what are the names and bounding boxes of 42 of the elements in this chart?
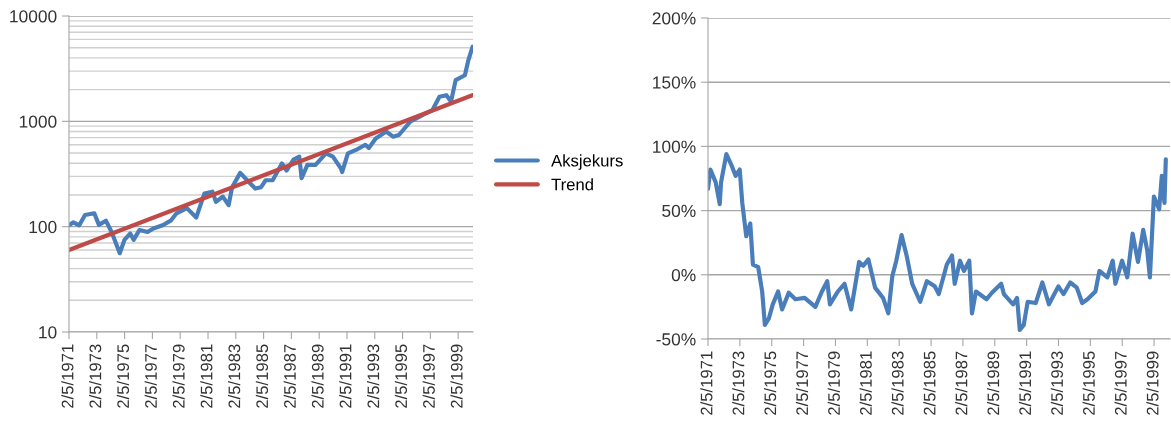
- x-tick-label: 2/5/1991: [339, 344, 352, 408]
- x-tick-label: 2/5/1985: [923, 351, 936, 415]
- y-tick-label: 1000: [19, 115, 57, 128]
- x-tick-label: 2/5/1977: [144, 344, 157, 408]
- x-tick-label: 2/5/1975: [763, 351, 777, 415]
- y-tick-label: 200%: [652, 12, 696, 25]
- x-tick-label: 2/5/1989: [987, 351, 1000, 415]
- y-tick-label: 0%: [671, 268, 696, 282]
- x-tick-label: 2/5/1985: [255, 344, 269, 408]
- x-tick-label: 2/5/1973: [89, 344, 102, 408]
- x-tick-label: 2/5/1971: [700, 351, 713, 415]
- x-tick-label: 2/5/1993: [367, 344, 380, 408]
- x-tick-label: 2/5/1993: [1050, 351, 1063, 415]
- x-tick-label: 2/5/1991: [1018, 351, 1032, 415]
- x-tick-label: 2/5/1983: [228, 344, 241, 408]
- y-tick-label: -50%: [656, 333, 696, 346]
- x-tick-label: 2/5/1999: [1146, 351, 1159, 415]
- x-tick-label: 2/5/1995: [394, 344, 408, 408]
- x-tick-label: 2/5/1997: [422, 344, 435, 408]
- y-tick-label: 10: [39, 326, 57, 339]
- y-tick-label: 100: [29, 220, 57, 234]
- x-tick-label: 2/5/1981: [200, 344, 213, 408]
- x-tick-label: 2/5/1979: [827, 351, 840, 415]
- x-tick-label: 2/5/1973: [732, 351, 745, 415]
- x-tick-label: 2/5/1971: [61, 344, 74, 408]
- x-tick-label: 2/5/1997: [1114, 351, 1127, 415]
- x-tick-label: 2/5/1987: [283, 344, 296, 408]
- x-tick-label: 2/5/1999: [450, 344, 463, 408]
- y-tick-label: 100%: [653, 140, 696, 153]
- legend-label: Trend: [551, 178, 593, 191]
- x-tick-label: 2/5/1983: [891, 351, 904, 415]
- x-tick-label: 2/5/1995: [1082, 351, 1095, 415]
- x-tick-label: 2/5/1975: [116, 344, 130, 408]
- legend-label: Aksjekurs: [551, 154, 623, 170]
- x-tick-label: 2/5/1981: [859, 351, 872, 415]
- y-tick-label: 50%: [662, 204, 696, 218]
- x-tick-label: 2/5/1977: [795, 351, 809, 415]
- x-tick-label: 2/5/1979: [172, 344, 185, 408]
- y-tick-label: 150%: [653, 76, 696, 89]
- x-tick-label: 2/5/1987: [955, 351, 968, 415]
- x-tick-label: 2/5/1989: [311, 344, 324, 408]
- y-tick-label: 10000: [10, 10, 57, 23]
